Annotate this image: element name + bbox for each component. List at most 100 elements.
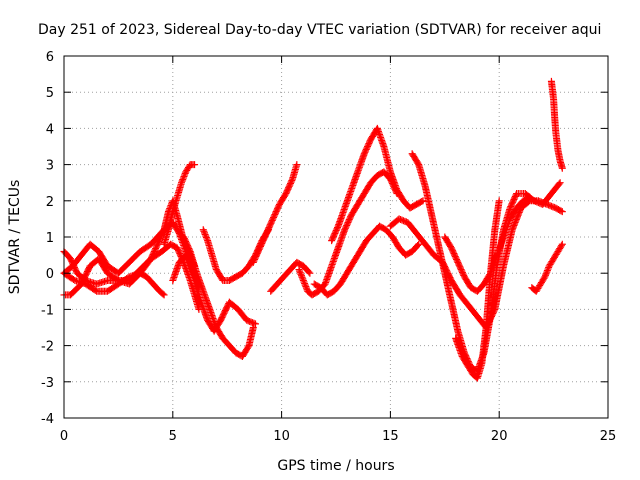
data-point	[250, 319, 258, 327]
data-series	[295, 168, 401, 299]
data-point	[557, 242, 565, 250]
data-point	[526, 193, 534, 201]
data-series	[452, 197, 503, 382]
y-tick-label: -4	[41, 412, 54, 427]
data-point	[555, 180, 563, 188]
data-series	[180, 233, 257, 360]
data-point	[524, 194, 532, 202]
data-point	[299, 275, 307, 283]
data-point	[251, 320, 259, 328]
data-point	[298, 273, 306, 281]
data-point	[334, 224, 342, 232]
data-series	[160, 161, 199, 248]
x-tick-label: 15	[382, 429, 399, 444]
y-tick-label: 2	[46, 195, 54, 210]
x-tick-label: 5	[169, 429, 177, 444]
data-point	[556, 179, 564, 187]
data-series	[310, 222, 423, 299]
data-point	[191, 161, 199, 169]
x-tick-label: 25	[600, 429, 617, 444]
data-point	[558, 164, 566, 172]
y-tick-label: 1	[46, 231, 54, 246]
data-point	[418, 198, 426, 206]
data-point	[543, 268, 551, 276]
y-tick-label: -3	[41, 376, 54, 391]
data-point	[495, 197, 503, 205]
data-point	[541, 273, 549, 281]
x-tick-label: 10	[273, 429, 290, 444]
data-point	[199, 226, 207, 234]
data-point	[295, 266, 303, 274]
data-series	[249, 161, 301, 266]
data-point	[297, 270, 305, 278]
data-point	[201, 230, 209, 238]
axis-ticks: 0 5 10 15 20 25 -4 -3 -2 -1 0 1 2 3 4 5 6	[41, 50, 616, 444]
data-point	[558, 208, 566, 216]
data-point	[542, 271, 550, 279]
data-point	[301, 281, 309, 289]
data-point	[160, 291, 168, 299]
data-point	[178, 177, 186, 185]
data-point	[179, 176, 187, 184]
data-point	[293, 161, 301, 169]
x-tick-label: 0	[60, 429, 68, 444]
data-points	[60, 77, 566, 382]
data-point	[179, 174, 187, 182]
data-point	[545, 264, 553, 272]
data-point	[557, 207, 565, 215]
data-point	[419, 197, 427, 205]
data-point	[543, 267, 551, 275]
y-tick-label: 3	[46, 159, 54, 174]
y-tick-label: 0	[46, 267, 54, 282]
data-point	[249, 324, 257, 331]
data-point	[299, 276, 307, 284]
data-point	[542, 270, 550, 278]
data-point	[159, 290, 167, 298]
y-tick-label: 6	[46, 50, 54, 65]
data-point	[203, 235, 211, 243]
data-series	[547, 77, 566, 172]
data-point	[296, 269, 304, 277]
data-point	[306, 269, 314, 277]
x-tick-label: 20	[491, 429, 508, 444]
data-series	[408, 150, 564, 375]
y-tick-label: 5	[46, 86, 54, 101]
data-point	[558, 240, 566, 248]
data-point	[201, 229, 209, 237]
data-point	[202, 234, 210, 242]
data-point	[415, 240, 423, 248]
y-axis-label: SDTVAR / TECUs	[7, 180, 23, 295]
data-point	[180, 172, 188, 180]
data-point	[288, 177, 296, 185]
data-series	[328, 124, 427, 245]
data-point	[300, 278, 308, 286]
data-point	[296, 267, 304, 275]
y-tick-label: -2	[41, 340, 54, 355]
grid	[64, 56, 608, 418]
data-point	[544, 265, 552, 273]
data-point	[200, 227, 208, 235]
data-point	[302, 283, 310, 291]
data-point	[297, 272, 305, 280]
data-point	[178, 179, 186, 187]
data-point	[540, 274, 548, 282]
data-point	[302, 284, 310, 292]
data-point	[181, 169, 189, 177]
data-series	[60, 269, 168, 299]
data-series	[60, 219, 203, 292]
data-point	[414, 241, 422, 249]
data-point	[305, 268, 313, 276]
data-point	[186, 246, 194, 254]
data-series	[267, 258, 314, 295]
data-series	[199, 226, 273, 284]
chart-title: Day 251 of 2023, Sidereal Day-to-day VTE…	[38, 22, 601, 38]
y-tick-label: -1	[41, 303, 54, 318]
data-point	[202, 232, 210, 240]
data-point	[301, 280, 309, 288]
x-axis-label: GPS time / hours	[277, 458, 394, 474]
data-series	[528, 240, 566, 295]
y-tick-label: 4	[46, 122, 54, 137]
data-point	[181, 171, 189, 179]
data-series	[386, 197, 566, 331]
